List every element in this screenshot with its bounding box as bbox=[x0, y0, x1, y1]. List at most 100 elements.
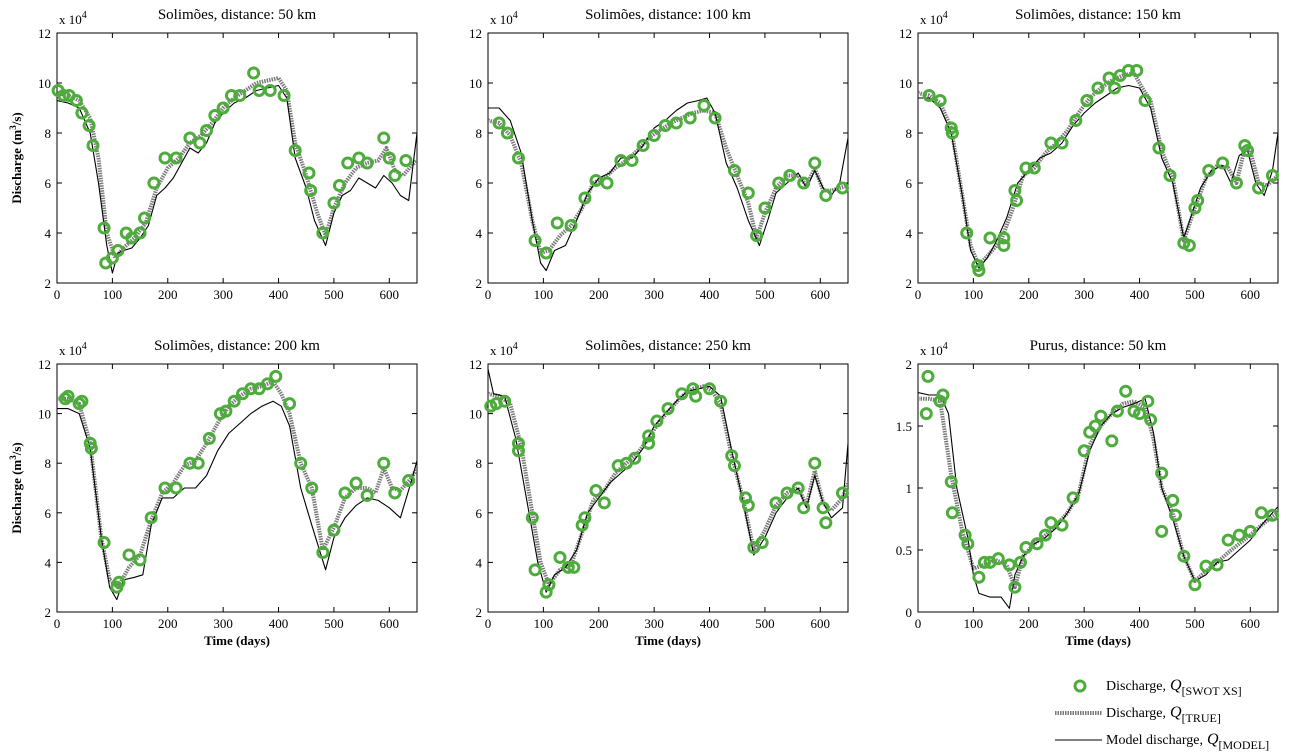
swot-point bbox=[835, 181, 849, 195]
y-tick-label: 8 bbox=[476, 456, 483, 471]
swot-point bbox=[169, 481, 183, 495]
y-tick-label: 12 bbox=[899, 26, 912, 41]
x-tick-label: 100 bbox=[534, 616, 554, 631]
swot-point bbox=[244, 382, 258, 396]
swot-point bbox=[669, 116, 683, 130]
swot-point bbox=[1177, 549, 1191, 563]
legend-symbol: Q bbox=[1170, 704, 1182, 721]
y-axis-label-text: /s) bbox=[9, 112, 24, 126]
swot-point bbox=[294, 456, 308, 470]
swot-point bbox=[288, 144, 302, 157]
x-tick-label: 200 bbox=[1019, 616, 1039, 631]
swot-point bbox=[578, 191, 592, 205]
x-tick-label: 100 bbox=[103, 287, 123, 302]
x-tick-label: 400 bbox=[1130, 287, 1150, 302]
swot-point bbox=[247, 66, 261, 80]
swot-point bbox=[797, 501, 811, 515]
swot-point bbox=[69, 94, 83, 107]
x-tick-label: 500 bbox=[1185, 287, 1205, 302]
swot-point bbox=[727, 459, 741, 473]
swot-point bbox=[138, 211, 152, 225]
swot-point bbox=[1008, 580, 1022, 594]
legend-subscript: [SWOT XS] bbox=[1182, 684, 1242, 698]
x-tick-label: 0 bbox=[485, 287, 492, 302]
swot-point bbox=[1155, 524, 1169, 538]
x-tick-label: 0 bbox=[54, 616, 61, 631]
y-tick-label: 2 bbox=[45, 605, 52, 620]
y-tick-label: 8 bbox=[476, 126, 483, 141]
plot-frame bbox=[917, 363, 1279, 613]
legend-subscript: [TRUE] bbox=[1182, 711, 1221, 725]
x-tick-label: 0 bbox=[485, 616, 492, 631]
swot-point bbox=[553, 550, 567, 564]
swot-point bbox=[1130, 64, 1144, 77]
y-multiplier-exponent: 4 bbox=[943, 10, 948, 21]
plot-frame bbox=[56, 32, 418, 284]
swot-point bbox=[388, 486, 402, 500]
legend-subscript: [MODEL] bbox=[1219, 738, 1270, 752]
y-tick-label: 1.5 bbox=[896, 419, 912, 434]
model-discharge-line bbox=[57, 400, 417, 601]
x-tick-label: 500 bbox=[755, 287, 775, 302]
swot-point bbox=[983, 231, 997, 245]
chart-title: Solimões, distance: 150 km bbox=[1015, 7, 1181, 23]
y-multiplier-base: x 10 bbox=[490, 12, 513, 27]
swot-point bbox=[642, 436, 656, 450]
swot-point bbox=[377, 456, 391, 470]
swot-point bbox=[758, 201, 772, 215]
y-multiplier-base: x 10 bbox=[490, 343, 513, 358]
swot-point bbox=[783, 169, 797, 182]
true-discharge-line bbox=[57, 76, 417, 260]
swot-point bbox=[1241, 144, 1255, 157]
x-tick-label: 500 bbox=[324, 287, 344, 302]
swot-point bbox=[1110, 404, 1124, 418]
y-axis-label-text: Discharge (m bbox=[9, 130, 24, 204]
plot-area bbox=[488, 97, 849, 272]
plot-area bbox=[57, 369, 417, 601]
swot-point bbox=[1091, 81, 1105, 95]
swot-point bbox=[991, 552, 1005, 566]
plot-frame bbox=[487, 32, 849, 284]
y-tick-label: 2 bbox=[476, 605, 483, 620]
legend-text: Discharge, bbox=[1106, 706, 1166, 721]
y-tick-label: 12 bbox=[469, 357, 482, 372]
chart-title: Solimões, distance: 200 km bbox=[154, 338, 320, 354]
x-tick-label: 0 bbox=[54, 287, 61, 302]
swot-point bbox=[642, 429, 656, 443]
swot-point bbox=[945, 126, 959, 140]
y-tick-label: 10 bbox=[469, 76, 482, 91]
swot-point bbox=[1210, 558, 1224, 572]
y-tick-label: 4 bbox=[45, 226, 52, 241]
swot-point bbox=[316, 226, 330, 240]
swot-point bbox=[686, 382, 700, 396]
swot-point bbox=[597, 496, 611, 510]
x-tick-label: 100 bbox=[964, 616, 984, 631]
swot-point bbox=[1121, 64, 1135, 77]
swot-point bbox=[1265, 508, 1279, 522]
y-tick-label: 4 bbox=[476, 226, 483, 241]
swot-point bbox=[57, 89, 71, 102]
chart-title: Purus, distance: 50 km bbox=[1030, 338, 1167, 354]
swot-point bbox=[183, 131, 197, 145]
plot-frame bbox=[917, 32, 1279, 284]
y-tick-label: 4 bbox=[906, 226, 913, 241]
x-tick-label: 200 bbox=[158, 616, 178, 631]
swot-point bbox=[741, 498, 755, 512]
swot-point bbox=[1133, 407, 1147, 421]
x-tick-label: 400 bbox=[269, 287, 289, 302]
y-tick-label: 0.5 bbox=[896, 543, 912, 558]
y-tick-label: 12 bbox=[469, 26, 482, 41]
swot-point bbox=[1077, 444, 1091, 458]
x-tick-label: 400 bbox=[1130, 616, 1150, 631]
plot-area bbox=[484, 368, 849, 599]
swot-point bbox=[1152, 141, 1166, 155]
swot-point bbox=[791, 481, 805, 495]
y-multiplier-exponent: 4 bbox=[82, 341, 87, 352]
swot-point bbox=[1044, 516, 1058, 530]
swot-point bbox=[1229, 176, 1243, 190]
swot-point bbox=[1002, 558, 1016, 572]
y-tick-label: 2 bbox=[906, 276, 913, 291]
y-multiplier: x 104 bbox=[490, 341, 518, 358]
swot-point bbox=[741, 186, 755, 200]
